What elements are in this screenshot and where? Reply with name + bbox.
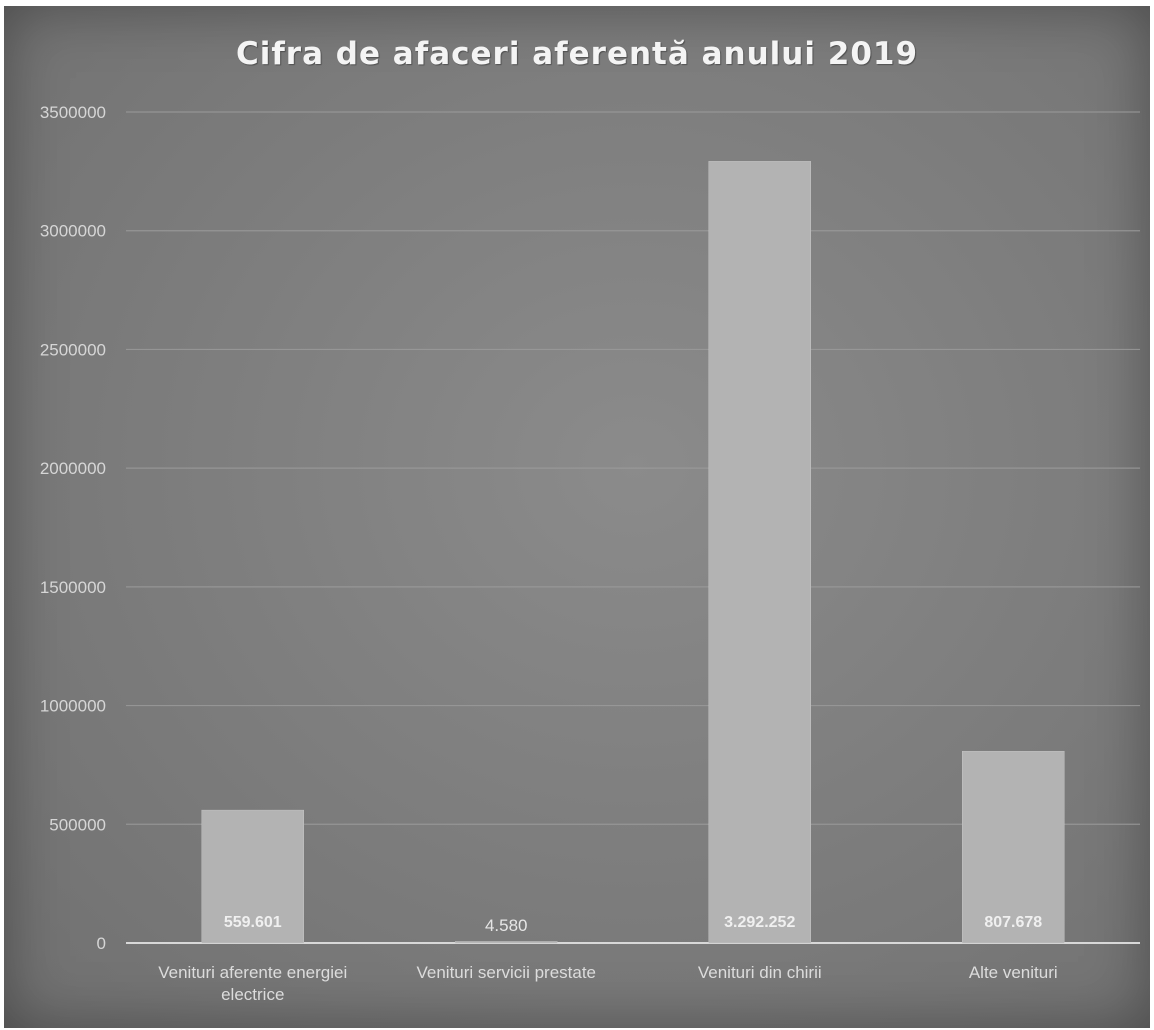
- x-tick-label: electrice: [221, 985, 284, 1004]
- x-tick-label: Venituri servicii prestate: [416, 963, 596, 982]
- y-tick-label: 3500000: [40, 103, 106, 122]
- x-tick-label: Alte venituri: [969, 963, 1058, 982]
- data-label: 4.580: [485, 916, 528, 935]
- y-tick-label: 3000000: [40, 222, 106, 241]
- y-tick-label: 1500000: [40, 578, 106, 597]
- y-tick-label: 0: [97, 934, 106, 953]
- y-tick-label: 2000000: [40, 459, 106, 478]
- data-label: 559.601: [224, 914, 282, 931]
- bar: [962, 750, 1065, 944]
- data-label: 3.292.252: [724, 914, 795, 931]
- x-tick-label: Venituri aferente energiei: [158, 963, 347, 982]
- y-tick-label: 2500000: [40, 340, 106, 359]
- y-tick-label: 1000000: [40, 697, 106, 716]
- chart-title: Cifra de afaceri aferentă anului 2019: [235, 36, 919, 72]
- bar: [201, 809, 304, 944]
- y-tick-label: 500000: [49, 815, 106, 834]
- bar: [708, 161, 811, 944]
- data-label: 807.678: [984, 914, 1042, 931]
- x-tick-label: Venituri din chirii: [698, 963, 822, 982]
- chart-background: [4, 6, 1150, 1028]
- bar: [455, 941, 558, 944]
